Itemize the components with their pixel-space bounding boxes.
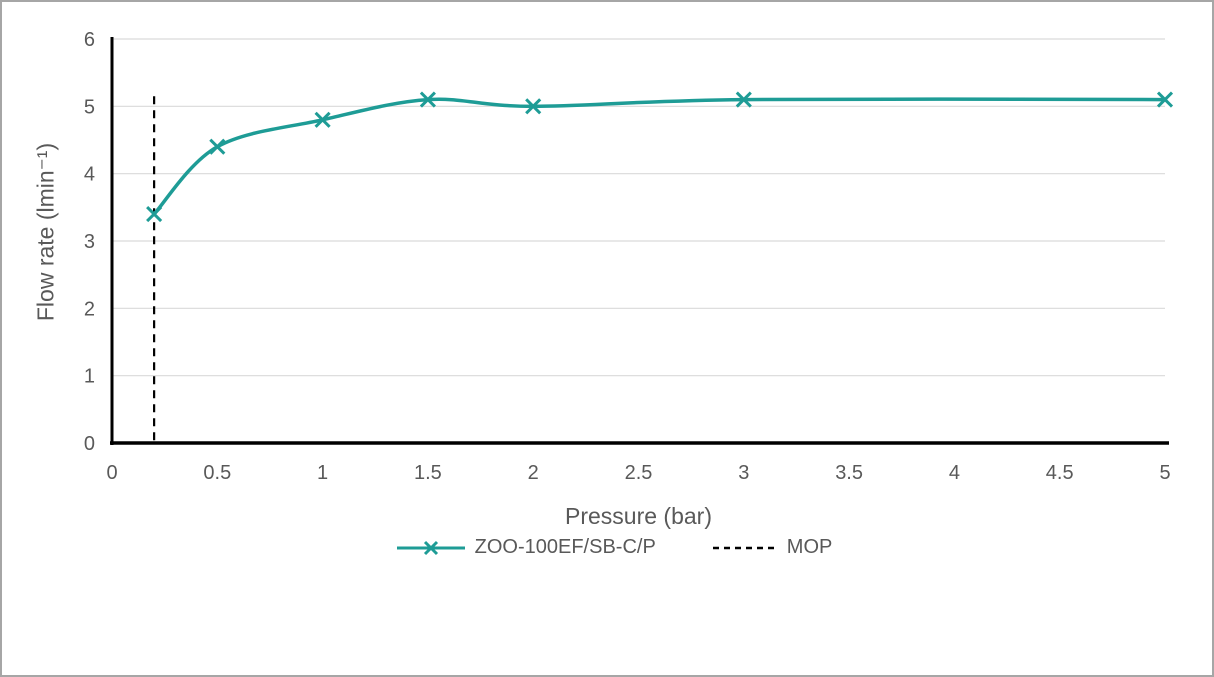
series-marker-0[interactable] bbox=[146, 206, 163, 223]
x-tick-label-2: 2 bbox=[528, 462, 539, 484]
series-marker-3[interactable] bbox=[419, 91, 436, 108]
series-marker-1[interactable] bbox=[209, 138, 226, 155]
x-tick-label-5: 5 bbox=[1159, 462, 1170, 484]
x-tick-label-4: 4 bbox=[949, 462, 960, 484]
legend-item-series[interactable]: ZOO-100EF/SB-C/P bbox=[396, 536, 656, 559]
y-tick-label-5: 5 bbox=[84, 96, 95, 118]
series-line-sample-icon bbox=[396, 539, 466, 557]
y-tick-label-0: 0 bbox=[84, 433, 95, 455]
mop-dashed-line-sample-icon bbox=[712, 539, 778, 557]
x-axis-title: Pressure (bar) bbox=[565, 503, 712, 529]
y-tick-label-2: 2 bbox=[84, 298, 95, 320]
x-tick-label-1.5: 1.5 bbox=[414, 462, 442, 484]
series-marker-4[interactable] bbox=[525, 98, 542, 115]
y-tick-label-6: 6 bbox=[84, 29, 95, 51]
x-tick-label-0: 0 bbox=[106, 462, 117, 484]
legend-item-mop[interactable]: MOP bbox=[712, 536, 833, 559]
x-tick-label-1: 1 bbox=[317, 462, 328, 484]
y-tick-label-1: 1 bbox=[84, 366, 95, 388]
series-line[interactable] bbox=[152, 97, 1167, 216]
y-tick-label-4: 4 bbox=[84, 164, 95, 186]
x-tick-label-3: 3 bbox=[738, 462, 749, 484]
x-tick-label-4.5: 4.5 bbox=[1046, 462, 1074, 484]
x-tick-label-2.5: 2.5 bbox=[625, 462, 653, 484]
legend: ZOO-100EF/SB-C/P MOP bbox=[2, 536, 1212, 559]
series-marker-5[interactable] bbox=[735, 91, 752, 108]
legend-label-series: ZOO-100EF/SB-C/P bbox=[474, 536, 656, 558]
x-tick-label-0.5: 0.5 bbox=[203, 462, 231, 484]
legend-label-mop: MOP bbox=[786, 536, 833, 558]
y-tick-label-3: 3 bbox=[84, 231, 95, 253]
series-marker-2[interactable] bbox=[314, 111, 331, 128]
x-tick-label-3.5: 3.5 bbox=[835, 462, 863, 484]
series-marker-6[interactable] bbox=[1156, 91, 1174, 108]
y-axis-title: Flow rate (lmin⁻¹) bbox=[32, 142, 59, 322]
